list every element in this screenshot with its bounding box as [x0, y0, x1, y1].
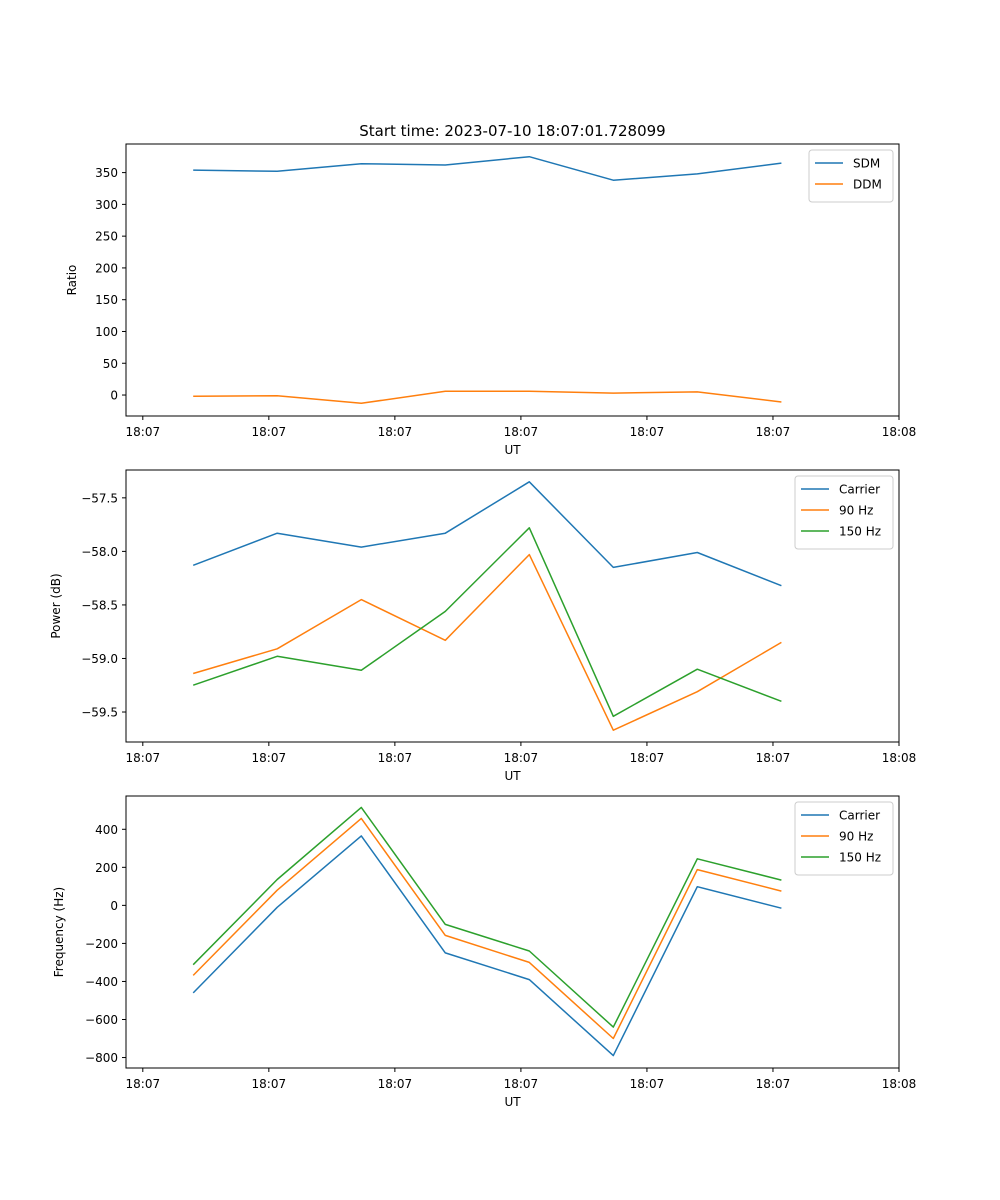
x-tick-label: 18:08	[882, 425, 917, 439]
series-line-sdm	[193, 155, 782, 181]
y-tick-label: 0	[110, 899, 118, 913]
x-tick-label: 18:07	[252, 751, 287, 765]
x-tick-label: 18:07	[504, 1077, 539, 1091]
y-tick-label: 0	[110, 389, 118, 403]
legend-box	[808, 149, 894, 203]
x-tick-label: 18:07	[378, 425, 413, 439]
y-tick-label: −58.0	[81, 545, 118, 559]
x-tick-label: 18:07	[630, 425, 665, 439]
y-tick-label: 50	[103, 357, 118, 371]
x-tick-label: 18:07	[756, 751, 791, 765]
legend-label: 150 Hz	[839, 525, 881, 539]
y-tick-label: −800	[85, 1051, 118, 1065]
y-tick-label: −200	[85, 937, 118, 951]
series-line-90-hz	[192, 553, 782, 731]
legend-label: DDM	[853, 178, 882, 192]
x-tick-label: 18:07	[378, 1077, 413, 1091]
x-tick-label: 18:07	[630, 1077, 665, 1091]
legend-label: SDM	[853, 157, 880, 171]
x-tick-label: 18:07	[252, 1077, 287, 1091]
y-axis-label: Frequency (Hz)	[52, 887, 66, 978]
x-tick-label: 18:07	[126, 425, 161, 439]
x-tick-label: 18:07	[756, 1077, 791, 1091]
x-tick-label: 18:07	[504, 425, 539, 439]
legend-label: 90 Hz	[839, 830, 873, 844]
y-axis-label: Ratio	[65, 265, 79, 296]
x-tick-label: 18:07	[630, 751, 665, 765]
x-tick-label: 18:08	[882, 1077, 917, 1091]
legend-label: 90 Hz	[839, 504, 873, 518]
y-tick-label: 300	[95, 198, 118, 212]
x-tick-label: 18:07	[756, 425, 791, 439]
x-tick-label: 18:08	[882, 751, 917, 765]
series-line-carrier	[192, 835, 782, 1057]
y-tick-label: 250	[95, 230, 118, 244]
axes-frame	[125, 143, 900, 417]
y-tick-label: 350	[95, 166, 118, 180]
y-tick-label: −59.0	[81, 652, 118, 666]
series-line-150-hz	[192, 806, 782, 1028]
y-tick-label: −57.5	[81, 491, 118, 505]
legend-label: Carrier	[839, 809, 880, 823]
series-line-90-hz	[192, 817, 782, 1040]
y-tick-label: −400	[85, 975, 118, 989]
legend-label: Carrier	[839, 483, 880, 497]
y-tick-label: 100	[95, 325, 118, 339]
ratio-panel: Start time: 2023-07-10 18:07:01.728099 1…	[65, 122, 916, 457]
x-tick-label: 18:07	[126, 1077, 161, 1091]
axes-frame	[125, 795, 900, 1069]
y-axis-label: Power (dB)	[49, 573, 63, 638]
chart-title: Start time: 2023-07-10 18:07:01.728099	[359, 122, 665, 140]
power-panel: 18:07 18:07 18:07 18:07 18:07 18:07 18:08 −59.5…	[49, 469, 917, 783]
x-tick-label: 18:07	[504, 751, 539, 765]
y-tick-label: 200	[95, 261, 118, 275]
axes-frame	[125, 469, 900, 743]
x-tick-label: 18:07	[252, 425, 287, 439]
series-line-ddm	[193, 390, 782, 405]
x-tick-label: 18:07	[126, 751, 161, 765]
x-axis-label: UT	[504, 443, 521, 457]
frequency-panel: 18:07 18:07 18:07 18:07 18:07 18:07 18:08 −800 −…	[52, 795, 917, 1109]
y-tick-label: −600	[85, 1013, 118, 1027]
x-axis-label: UT	[504, 1095, 521, 1109]
y-tick-label: 150	[95, 293, 118, 307]
series-line-carrier	[192, 481, 782, 587]
y-tick-label: −59.5	[81, 706, 118, 720]
y-tick-label: 400	[95, 823, 118, 837]
series-line-150-hz	[192, 527, 782, 718]
y-tick-label: −58.5	[81, 598, 118, 612]
legend-label: 150 Hz	[839, 851, 881, 865]
x-axis-label: UT	[504, 769, 521, 783]
y-tick-label: 200	[95, 861, 118, 875]
x-tick-label: 18:07	[378, 751, 413, 765]
